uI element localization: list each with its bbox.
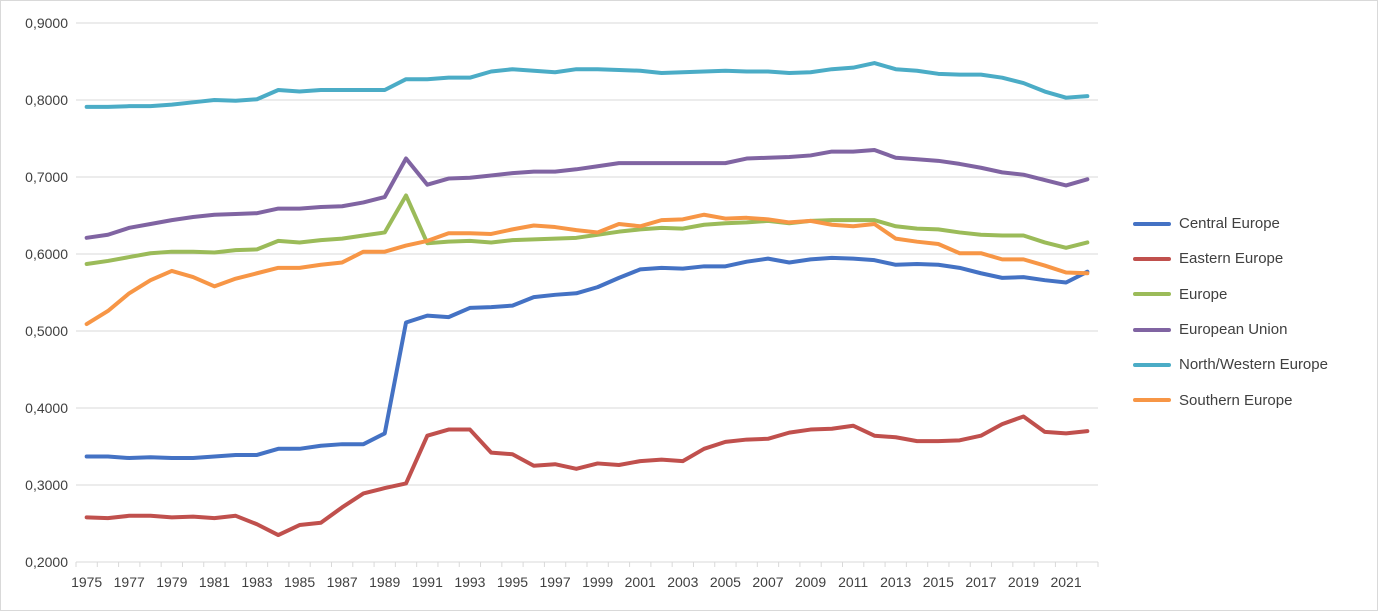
legend-label-eastern-europe: Eastern Europe bbox=[1179, 250, 1284, 268]
x-tick-label: 2019 bbox=[1008, 574, 1039, 590]
legend-label-european-union: European Union bbox=[1179, 321, 1288, 339]
x-tick-label: 2015 bbox=[923, 574, 954, 590]
x-tick-label: 2017 bbox=[965, 574, 996, 590]
legend-item-eastern-europe: Eastern Europe bbox=[1133, 241, 1368, 276]
x-tick-label: 2009 bbox=[795, 574, 826, 590]
legend-item-north-western-europe: North/Western Europe bbox=[1133, 347, 1368, 382]
y-tick-label: 0,8000 bbox=[25, 92, 68, 108]
x-tick-label: 2021 bbox=[1050, 574, 1081, 590]
y-tick-label: 0,2000 bbox=[25, 554, 68, 570]
legend-label-europe: Europe bbox=[1179, 285, 1228, 303]
legend-item-southern-europe: Southern Europe bbox=[1133, 382, 1368, 417]
series-line-central-europe bbox=[84, 255, 1090, 461]
axes bbox=[75, 561, 1099, 567]
x-tick-label: 1987 bbox=[327, 574, 358, 590]
series-line-southern-europe bbox=[84, 212, 1090, 327]
x-tick-label: 1977 bbox=[114, 574, 145, 590]
y-tick-label: 0,7000 bbox=[25, 169, 68, 185]
x-tick-label: 2005 bbox=[710, 574, 741, 590]
legend-label-central-europe: Central Europe bbox=[1179, 215, 1280, 233]
y-tick-label: 0,6000 bbox=[25, 246, 68, 262]
y-tick-label: 0,9000 bbox=[25, 15, 68, 31]
y-tick-label: 0,3000 bbox=[25, 477, 68, 493]
series-line-european-union bbox=[84, 148, 1090, 240]
legend-swatch-central-europe bbox=[1133, 221, 1171, 226]
series-line-north-western-europe bbox=[84, 61, 1090, 109]
x-tick-label: 2007 bbox=[752, 574, 783, 590]
legend-swatch-eastern-europe bbox=[1133, 256, 1171, 261]
x-tick-label: 1997 bbox=[539, 574, 570, 590]
x-tick-label: 1979 bbox=[156, 574, 187, 590]
series-line-europe bbox=[84, 193, 1090, 267]
x-tick-label: 2013 bbox=[880, 574, 911, 590]
x-tick-label: 1993 bbox=[454, 574, 485, 590]
legend-item-central-europe: Central Europe bbox=[1133, 206, 1368, 241]
legend-item-europe: Europe bbox=[1133, 277, 1368, 312]
x-tick-label: 1975 bbox=[71, 574, 102, 590]
x-tick-label: 2011 bbox=[838, 574, 868, 590]
legend: Central Europe Eastern Europe Europe Eur… bbox=[1133, 206, 1368, 418]
x-tick-label: 1981 bbox=[199, 574, 230, 590]
legend-label-north-western-europe: North/Western Europe bbox=[1179, 356, 1328, 374]
x-axis-tick-labels: 1975 1977 1979 1981 1983 1985 1987 1989 1991 1993… bbox=[71, 574, 1082, 590]
x-tick-label: 1991 bbox=[412, 574, 443, 590]
legend-swatch-north-western-europe bbox=[1133, 362, 1171, 367]
x-tick-label: 2003 bbox=[667, 574, 698, 590]
legend-swatch-europe bbox=[1133, 292, 1171, 297]
y-tick-label: 0,5000 bbox=[25, 323, 68, 339]
series-lines bbox=[84, 61, 1090, 538]
series-line-eastern-europe bbox=[84, 414, 1090, 538]
legend-item-european-union: European Union bbox=[1133, 312, 1368, 347]
legend-label-southern-europe: Southern Europe bbox=[1179, 391, 1293, 409]
y-axis-tick-labels: 0,2000 0,3000 0,4000 0,5000 0,6000 0,7000 0,80… bbox=[25, 15, 68, 570]
legend-swatch-southern-europe bbox=[1133, 398, 1171, 403]
x-tick-label: 1995 bbox=[497, 574, 528, 590]
legend-swatch-european-union bbox=[1133, 327, 1171, 332]
x-tick-label: 1989 bbox=[369, 574, 400, 590]
x-tick-label: 1985 bbox=[284, 574, 315, 590]
y-tick-label: 0,4000 bbox=[25, 400, 68, 416]
x-tick-label: 1983 bbox=[241, 574, 272, 590]
x-tick-label: 1999 bbox=[582, 574, 613, 590]
gridlines bbox=[76, 22, 1098, 486]
x-tick-label: 2001 bbox=[625, 574, 656, 590]
